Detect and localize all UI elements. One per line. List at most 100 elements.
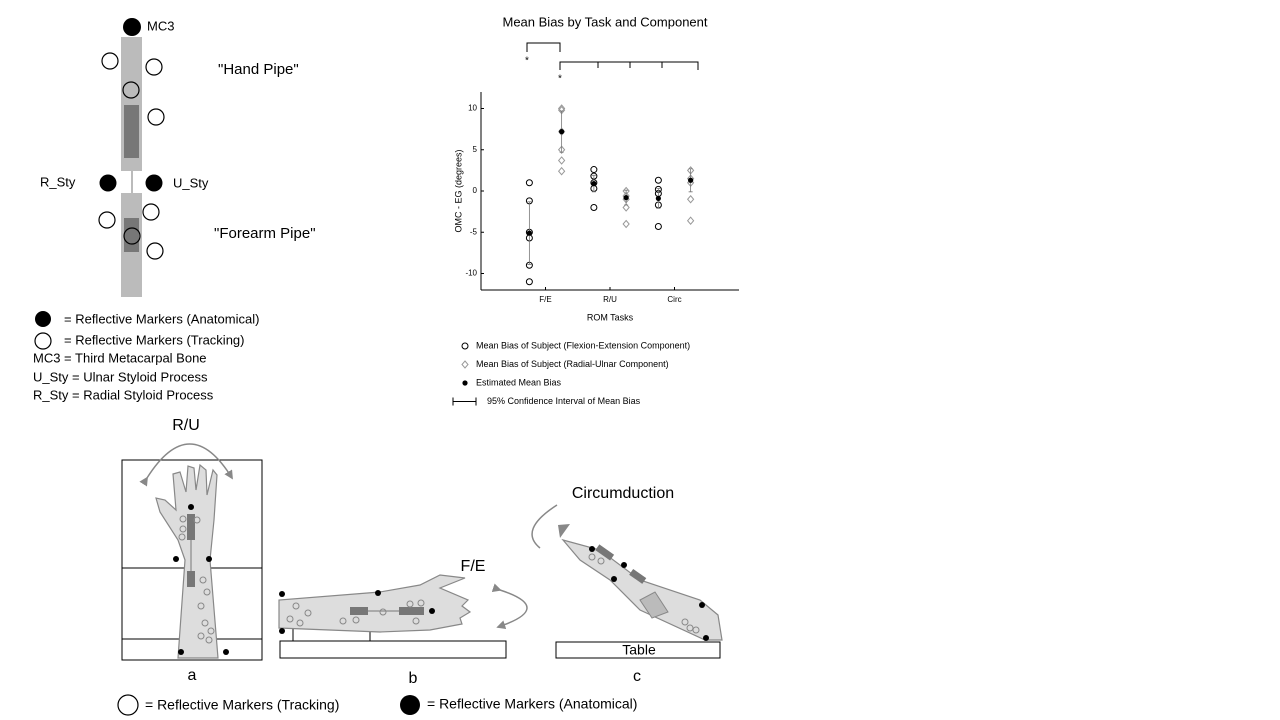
y-tick-label: 0 [473, 186, 478, 195]
legend-text: = Reflective Markers (Tracking) [64, 332, 244, 347]
label: MC3 [147, 18, 174, 33]
pipe-block [629, 568, 647, 584]
pipe-block [124, 218, 139, 252]
data-point [654, 222, 662, 230]
panel-label: a [188, 667, 197, 684]
data-point [688, 177, 694, 183]
pipe-diagram: MC3 "Hand Pipe" R_Sty U_Sty "Forearm Pip… [33, 18, 316, 402]
panel-a: R/U a [121, 417, 263, 684]
arm [155, 463, 219, 659]
label: "Forearm Pipe" [214, 225, 316, 242]
label: "Hand Pipe" [218, 61, 299, 78]
y-tick-label: -5 [470, 227, 478, 236]
legend-text: 95% Confidence Interval of Mean Bias [487, 396, 641, 406]
data-point [557, 156, 566, 165]
pipe-block [399, 607, 424, 615]
legend-text: Mean Bias of Subject (Flexion-Extension … [476, 340, 690, 350]
anatomical-marker [99, 174, 117, 192]
significance-bracket [526, 42, 561, 52]
data-point [623, 195, 629, 201]
data-point [526, 230, 532, 236]
panel-label: b [409, 670, 418, 687]
legend-text: = Reflective Markers (Anatomical) [64, 311, 259, 326]
label: R_Sty [40, 174, 76, 189]
x-tick-label: R/U [603, 295, 617, 304]
y-tick-label: -10 [465, 269, 477, 278]
frame [121, 459, 263, 661]
panel-b: F/E b [278, 558, 528, 687]
tracking-markers [286, 599, 425, 627]
data-point [591, 180, 597, 187]
data-point [655, 195, 661, 202]
annotation: * [558, 74, 562, 85]
tracking-markers [588, 553, 700, 634]
legend-marker [452, 397, 477, 406]
anatomical-marker [145, 174, 163, 192]
legend-text: Mean Bias of Subject (Radial-Ulnar Compo… [476, 359, 669, 369]
label: U_Sty [173, 175, 209, 190]
arrow [531, 504, 558, 549]
x-tick-label: F/E [539, 295, 551, 304]
pipe-block [595, 544, 615, 561]
x-tick-label: Circ [667, 295, 681, 304]
arrow-head [558, 524, 570, 538]
data-point [525, 278, 533, 286]
tracking-markers [178, 515, 215, 644]
anatomical-marker [123, 18, 141, 36]
legend-marker [462, 380, 468, 386]
chart-title: Mean Bias by Task and Component [503, 14, 708, 29]
data-point [686, 194, 695, 204]
data-point [590, 204, 598, 211]
data-point [525, 179, 533, 187]
anatomical-markers [589, 546, 709, 641]
label: R/U [172, 417, 200, 434]
y-axis-label: OMC - EG (degrees) [453, 149, 463, 232]
legend-text: U_Sty = Ulnar Styloid Process [33, 369, 208, 384]
data-point [686, 216, 695, 225]
data-point [654, 176, 662, 184]
legend-text: R_Sty = Radial Styloid Process [33, 387, 214, 402]
label: Circumduction [572, 485, 674, 502]
arrow [139, 443, 233, 487]
x-axis-label: ROM Tasks [587, 312, 634, 322]
data-point [622, 219, 630, 229]
legend-marker [34, 332, 52, 350]
anatomical-markers [279, 590, 435, 634]
data-point [559, 129, 565, 135]
table [279, 640, 507, 659]
label: Table [622, 642, 656, 658]
significance-bracket [559, 61, 699, 70]
legend-marker [35, 311, 51, 327]
legend-marker [461, 360, 469, 369]
anatomical-markers [173, 504, 229, 655]
data-point [557, 145, 566, 155]
label: F/E [461, 558, 486, 575]
hand-detail [639, 591, 669, 619]
legend-marker [400, 695, 420, 715]
pipe-block [187, 571, 195, 587]
y-tick-label: 10 [468, 104, 477, 113]
arm [561, 538, 723, 641]
legend-marker [117, 694, 139, 716]
data-point [590, 166, 598, 174]
data-point [622, 203, 630, 212]
chart: * * Mean Bias by Task and Component ROM T… [452, 14, 739, 406]
pipe-block [124, 105, 139, 158]
table [555, 641, 721, 659]
annotation: * [525, 56, 529, 67]
pipe-block [187, 514, 195, 540]
panel-label: c [633, 668, 641, 685]
legend-text: = Reflective Markers (Tracking) [145, 697, 339, 713]
data-point [557, 166, 566, 176]
tracking-markers [98, 52, 165, 260]
pipe-block [350, 607, 368, 615]
legend-text: = Reflective Markers (Anatomical) [427, 696, 637, 712]
panel-c: Table Circumduction c [531, 485, 723, 685]
legend-text: MC3 = Third Metacarpal Bone [33, 350, 207, 365]
y-tick-label: 5 [473, 145, 478, 154]
legend-marker [461, 342, 469, 350]
arrow [491, 583, 528, 629]
legend-text: Estimated Mean Bias [476, 377, 562, 387]
arm [278, 574, 472, 633]
